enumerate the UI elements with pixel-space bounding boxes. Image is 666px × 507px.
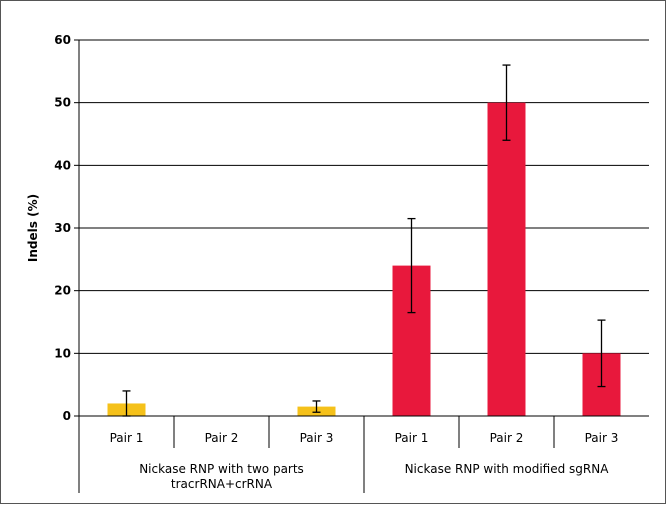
category-label: Pair 2 (205, 431, 239, 445)
y-tick-label: 20 (54, 284, 71, 298)
y-tick-label: 60 (54, 33, 71, 47)
y-tick-label: 30 (54, 221, 71, 235)
category-label: Pair 3 (300, 431, 334, 445)
y-tick-label: 40 (54, 158, 71, 172)
y-axis-label: Indels (%) (26, 194, 40, 262)
category-label: Pair 2 (490, 431, 524, 445)
bars (107, 102, 621, 417)
category-label: Pair 1 (110, 431, 144, 445)
y-tick-label: 50 (54, 96, 71, 110)
error-bars (122, 64, 606, 417)
gridlines (79, 39, 649, 354)
group-label: tracrRNA+crRNA (171, 477, 273, 491)
category-label: Pair 3 (585, 431, 619, 445)
axes (74, 39, 649, 493)
bar (487, 102, 526, 417)
labels: 0 10 20 30 40 50 60 Indels (%) Pair 1 Pair 2 Pair … (26, 33, 618, 491)
category-label: Pair 1 (395, 431, 429, 445)
y-tick-label: 10 (54, 346, 71, 360)
group-label: Nickase RNP with modified sgRNA (405, 462, 610, 476)
y-tick-label: 0 (63, 409, 71, 423)
group-label: Nickase RNP with two parts (139, 462, 304, 476)
